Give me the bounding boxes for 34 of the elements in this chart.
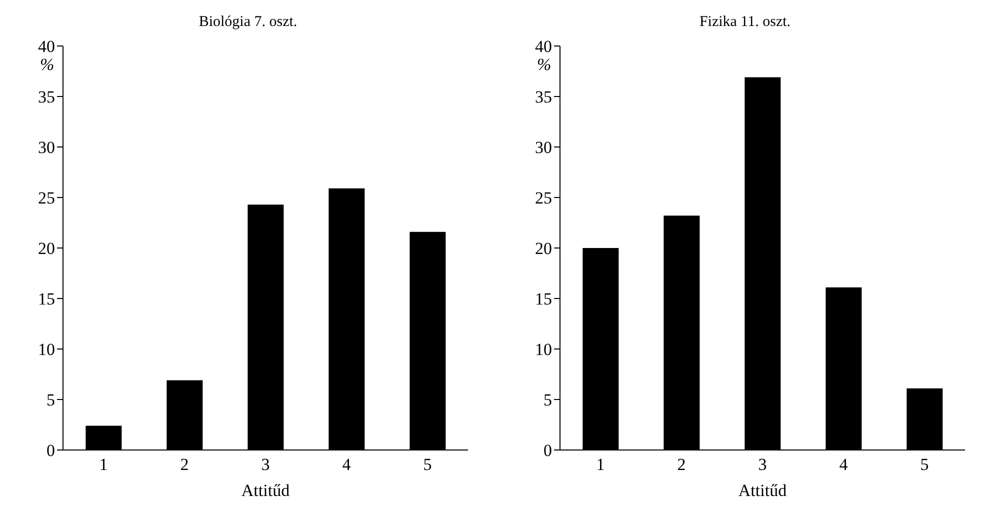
x-axis-title: Attitűd	[738, 481, 788, 500]
y-tick-label: 0	[544, 441, 552, 460]
x-tick-label: 3	[261, 455, 270, 474]
y-tick-label: 15	[38, 290, 55, 309]
y-tick-label: 30	[535, 138, 552, 158]
y-tick-label: 10	[535, 340, 552, 360]
y-tick-label: 10	[38, 340, 55, 360]
x-tick-label: 4	[839, 455, 848, 474]
chart-title: Fizika 11. oszt.	[698, 13, 792, 32]
y-tick-label: 20	[535, 239, 552, 258]
y-tick-label: 15	[535, 290, 552, 309]
x-tick-label: 3	[758, 455, 767, 474]
x-axis-title: Attitűd	[241, 481, 290, 500]
y-tick-label: 25	[535, 188, 552, 208]
y-tick-label: 0	[46, 441, 55, 460]
x-tick-label: 5	[423, 455, 432, 474]
y-tick-label: 40	[38, 37, 55, 56]
x-tick-label: 4	[342, 455, 352, 474]
y-tick-label: 35	[535, 88, 552, 107]
y-tick-label: 20	[38, 239, 55, 258]
y-axis-title: %	[537, 55, 552, 74]
x-tick-label: 2	[677, 455, 686, 474]
y-tick-label: 5	[544, 390, 552, 410]
y-tick-label: 5	[46, 390, 55, 410]
x-tick-label: 1	[596, 455, 605, 474]
x-tick-label: 1	[99, 455, 108, 474]
x-tick-label: 2	[180, 455, 189, 474]
y-axis-title: %	[40, 55, 54, 74]
x-tick-label: 5	[920, 455, 929, 474]
y-tick-label: 25	[38, 188, 55, 208]
y-tick-label: 30	[38, 138, 55, 158]
y-tick-label: 35	[38, 88, 55, 107]
chart-title: Biológia 7. oszt.	[198, 13, 298, 32]
y-tick-label: 40	[535, 37, 552, 56]
